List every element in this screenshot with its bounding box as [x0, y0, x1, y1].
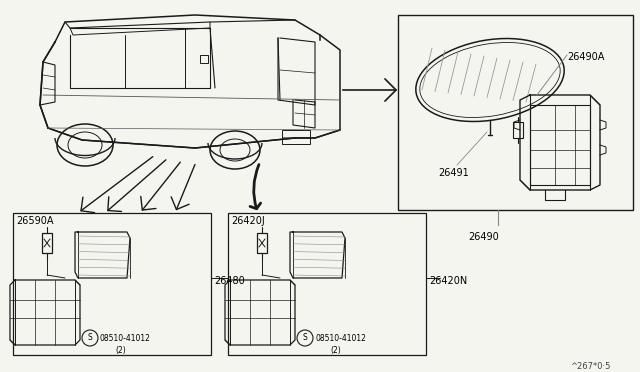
Bar: [13, 213, 211, 355]
Text: 26420N: 26420N: [429, 276, 467, 286]
Bar: [200, 55, 208, 63]
Bar: [398, 15, 633, 210]
Text: 08510-41012: 08510-41012: [315, 334, 366, 343]
Bar: [530, 105, 590, 185]
Text: 26590A: 26590A: [16, 216, 54, 226]
Bar: [257, 233, 267, 253]
Text: ^267*0·5: ^267*0·5: [570, 362, 611, 371]
Text: 08510-41012: 08510-41012: [100, 334, 151, 343]
Text: 26420J: 26420J: [231, 216, 265, 226]
Bar: [282, 130, 310, 144]
Text: 26490A: 26490A: [567, 52, 604, 62]
Text: (2): (2): [115, 346, 125, 355]
Text: 26491: 26491: [438, 168, 468, 178]
Text: (2): (2): [330, 346, 340, 355]
Bar: [513, 122, 523, 138]
Bar: [228, 213, 426, 355]
Text: 26480: 26480: [214, 276, 244, 286]
Text: 26490: 26490: [468, 232, 499, 242]
Text: S: S: [88, 334, 92, 343]
Text: S: S: [303, 334, 307, 343]
Bar: [42, 233, 52, 253]
